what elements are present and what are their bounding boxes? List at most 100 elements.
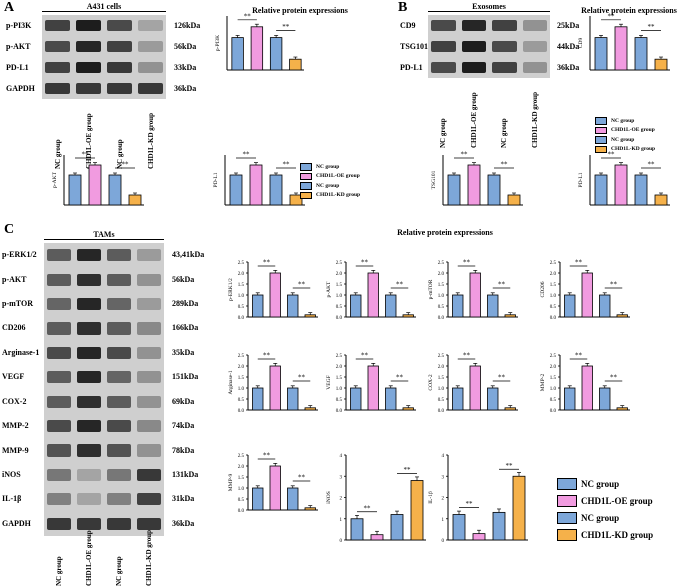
y-axis-label: PD-L1 <box>213 172 219 187</box>
panelC-band <box>107 273 131 286</box>
bar <box>287 487 299 511</box>
bar <box>367 272 379 318</box>
panelB-kda-label: 36kDa <box>557 62 580 72</box>
y-tick-label: 1.5 <box>238 283 245 288</box>
panelC-band <box>77 444 101 457</box>
panelA-band <box>138 83 163 94</box>
panelC-band <box>137 322 161 335</box>
sig-label: ** <box>498 374 506 382</box>
panelC-band <box>47 444 71 457</box>
panelC-band <box>47 346 71 359</box>
panelC-band <box>107 297 131 311</box>
panelC-band <box>137 493 161 506</box>
bar <box>370 534 384 541</box>
legend-label: NC group <box>581 512 620 523</box>
y-tick-label: 0.0 <box>238 316 245 321</box>
sig-label: ** <box>610 374 618 382</box>
sig-label: ** <box>364 504 372 512</box>
y-tick-label: 0.5 <box>438 398 445 403</box>
sig-label: ** <box>501 161 509 169</box>
bar <box>616 314 628 318</box>
legend-label: CHD1L-OE group <box>611 127 655 134</box>
sig-label: ** <box>575 259 583 267</box>
legend-swatch <box>557 529 577 541</box>
bar <box>231 37 244 71</box>
legend-small-b: NC group CHD1L-OE group NC group CHD1L-KD g… <box>595 117 685 177</box>
legend-swatch <box>557 495 577 507</box>
panelA-kda-label: 36kDa <box>174 83 197 93</box>
bar <box>249 164 263 206</box>
panelC-row-label: iNOS <box>2 469 21 479</box>
panelC-band <box>77 297 101 311</box>
bar <box>252 294 264 318</box>
bar <box>507 194 521 206</box>
sig-label: ** <box>263 452 271 460</box>
bar <box>88 164 102 206</box>
bar <box>250 26 264 71</box>
panelB-band <box>522 20 547 31</box>
y-axis-label: MMP-9 <box>228 474 234 492</box>
y-axis-label: IL-1β <box>428 491 434 504</box>
panel-b-blot <box>428 15 550 78</box>
bar <box>504 407 516 411</box>
y-tick-label: 0.5 <box>238 498 245 503</box>
panel-c-blot-title: TAMs <box>93 230 115 239</box>
y-tick-label: 0.5 <box>238 398 245 403</box>
y-tick-label: 1.0 <box>438 294 445 299</box>
y-axis-label: CD206 <box>540 281 546 297</box>
y-tick-label: 0.5 <box>550 305 557 310</box>
panelC-band <box>77 493 101 506</box>
legend-item: CHD1L-KD group <box>595 145 655 153</box>
panelB-band <box>522 41 547 52</box>
bar <box>452 514 466 541</box>
y-tick-label: 0 <box>442 539 445 544</box>
legend-swatch <box>557 512 577 524</box>
y-axis-label: iNOS <box>326 491 332 504</box>
panelA-band <box>107 62 132 73</box>
panelC-band <box>107 517 131 530</box>
sig-label: ** <box>396 281 404 289</box>
panelC-row-label: p-mTOR <box>2 299 33 309</box>
legend-label: NC group <box>316 163 340 170</box>
panelC-band <box>137 297 161 311</box>
y-axis-label: COX-2 <box>428 374 434 390</box>
panelC-kda-label: 43,41kDa <box>172 250 205 260</box>
bar <box>402 407 414 411</box>
bar <box>654 58 668 71</box>
legend-item: CHD1L-KD group <box>557 529 653 541</box>
bar <box>350 518 364 541</box>
sig-label: ** <box>298 374 306 382</box>
panelC-band <box>77 420 101 433</box>
panelC-row-label: VEGF <box>2 372 25 382</box>
panelC-band <box>107 493 131 506</box>
sig-label: ** <box>82 151 90 159</box>
y-tick-label: 0 <box>340 539 343 544</box>
sig-label: ** <box>263 259 271 267</box>
panelC-band <box>77 322 101 335</box>
legend-swatch <box>557 478 577 490</box>
y-tick-label: 3 <box>442 475 445 480</box>
panelC-band <box>107 322 131 335</box>
y-tick-label: 2.5 <box>550 354 557 359</box>
panelC-band <box>107 444 131 457</box>
sig-label: ** <box>648 23 656 31</box>
sig-label: ** <box>122 161 130 169</box>
bar <box>390 514 404 541</box>
y-tick-label: 2.0 <box>336 365 343 370</box>
panel-a-chart-title: Relative protein expressions <box>252 6 348 15</box>
bar <box>252 387 264 411</box>
bar <box>469 272 481 318</box>
panelC-band <box>47 322 71 335</box>
panelC-kda-label: 31kDa <box>172 494 195 504</box>
y-tick-label: 1.5 <box>336 283 343 288</box>
y-tick-label: 0.5 <box>438 305 445 310</box>
bar <box>367 365 379 411</box>
y-tick-label: 2.5 <box>550 261 557 266</box>
legend-label: CHD1L-OE group <box>316 173 360 180</box>
panel-b-blot-title: Exosomes <box>472 2 506 11</box>
y-tick-label: 0.0 <box>238 409 245 414</box>
panelC-row-label: GAPDH <box>2 518 31 528</box>
bar <box>287 294 299 318</box>
bar <box>269 272 281 318</box>
